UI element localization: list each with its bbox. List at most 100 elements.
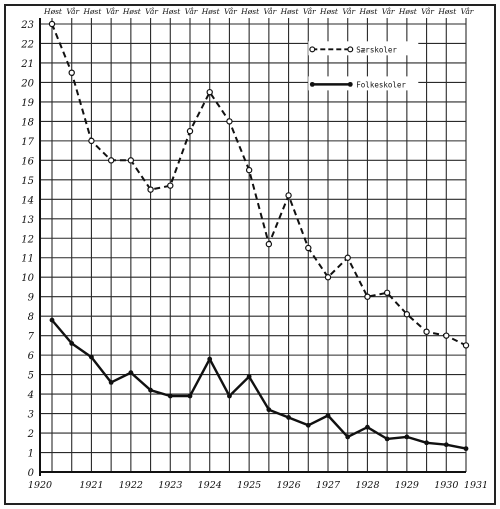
top-season-label: Vår bbox=[185, 7, 198, 16]
top-season-label: Høst bbox=[201, 7, 221, 16]
x-year-label: 1930 bbox=[434, 480, 458, 491]
data-point-saerskoler bbox=[305, 244, 312, 252]
y-tick-label: 16 bbox=[21, 156, 34, 167]
legend: Særskoler Folkeskoler bbox=[308, 41, 419, 91]
y-tick-label: 18 bbox=[21, 117, 34, 128]
y-tick-label: 14 bbox=[21, 195, 34, 206]
legend-bg bbox=[308, 41, 419, 56]
outer-border bbox=[4, 4, 496, 505]
y-tick-label: 9 bbox=[28, 293, 35, 304]
y-tick-label: 13 bbox=[21, 215, 34, 226]
data-point-saerskoler bbox=[127, 157, 135, 164]
data-point-saerskoler bbox=[167, 182, 174, 189]
y-tick-label: 17 bbox=[21, 137, 34, 148]
axes bbox=[39, 18, 466, 476]
y-tick-label: 15 bbox=[21, 176, 34, 187]
y-tick-label: 0 bbox=[28, 468, 35, 479]
top-season-label: Vår bbox=[421, 7, 434, 16]
y-tick-label: 3 bbox=[28, 410, 34, 421]
data-point-saerskoler bbox=[344, 254, 351, 261]
data-point-saerskoler bbox=[423, 328, 430, 335]
x-year-label: 1925 bbox=[237, 480, 261, 491]
legend-marker bbox=[347, 46, 354, 53]
y-tick-label: 8 bbox=[28, 312, 34, 323]
data-point-folkeskoler bbox=[49, 317, 55, 323]
x-year-label: 1923 bbox=[158, 480, 182, 491]
x-year-label: 1931 bbox=[464, 480, 488, 491]
data-point-folkeskoler bbox=[286, 415, 291, 420]
top-season-label: Høst bbox=[122, 7, 142, 16]
data-point-folkeskoler bbox=[187, 393, 193, 399]
y-tick-label: 4 bbox=[27, 390, 34, 401]
data-point-saerskoler bbox=[107, 157, 115, 164]
data-point-folkeskoler bbox=[463, 446, 469, 452]
data-point-saerskoler bbox=[206, 88, 213, 96]
data-point-saerskoler bbox=[265, 240, 273, 248]
data-point-folkeskoler bbox=[305, 422, 311, 428]
data-point-folkeskoler bbox=[384, 436, 390, 442]
top-season-label: Høst bbox=[437, 7, 457, 16]
y-tick-label: 7 bbox=[28, 332, 35, 343]
top-season-label: Vår bbox=[145, 7, 158, 16]
top-season-label: Vår bbox=[342, 7, 355, 16]
top-season-label: Høst bbox=[398, 7, 418, 16]
legend-marker bbox=[309, 81, 315, 87]
labels: 01234567891011121314151617181920212223Hø… bbox=[20, 7, 488, 491]
top-season-label: Høst bbox=[280, 7, 300, 16]
series-layer bbox=[48, 20, 470, 452]
x-year-label: 1929 bbox=[395, 480, 419, 491]
y-tick-label: 10 bbox=[21, 273, 34, 284]
data-point-folkeskoler bbox=[404, 434, 410, 440]
top-season-label: Høst bbox=[43, 7, 63, 16]
data-point-saerskoler bbox=[48, 20, 56, 28]
x-year-label: 1921 bbox=[79, 480, 103, 491]
y-tick-label: 5 bbox=[28, 371, 34, 382]
top-season-label: Vår bbox=[263, 7, 276, 16]
legend-bg bbox=[308, 76, 419, 91]
legend-label: Folkeskoler bbox=[356, 80, 406, 89]
x-year-label: 1927 bbox=[316, 480, 341, 491]
legend-marker bbox=[309, 46, 316, 53]
data-point-saerskoler bbox=[186, 127, 194, 135]
top-season-label: Høst bbox=[82, 7, 102, 16]
x-year-label: 1922 bbox=[119, 480, 143, 491]
y-tick-label: 1 bbox=[28, 449, 34, 460]
y-tick-label: 23 bbox=[20, 20, 34, 31]
x-year-label: 1920 bbox=[28, 480, 52, 491]
top-season-label: Høst bbox=[161, 7, 181, 16]
data-point-folkeskoler bbox=[128, 370, 134, 376]
x-year-label: 1924 bbox=[198, 480, 222, 491]
x-year-label: 1926 bbox=[276, 480, 300, 491]
top-season-label: Vår bbox=[66, 7, 79, 16]
data-point-saerskoler bbox=[383, 289, 391, 296]
top-season-label: Høst bbox=[319, 7, 339, 16]
y-tick-label: 21 bbox=[20, 59, 34, 70]
data-point-folkeskoler bbox=[325, 413, 331, 418]
top-season-label: Vår bbox=[224, 7, 237, 16]
data-point-saerskoler bbox=[443, 332, 450, 339]
top-season-label: Høst bbox=[240, 7, 260, 16]
top-season-label: Vår bbox=[303, 7, 316, 16]
data-point-folkeskoler bbox=[89, 354, 94, 360]
series-line-saerskoler bbox=[51, 23, 467, 347]
data-point-folkeskoler bbox=[69, 341, 75, 346]
data-point-folkeskoler bbox=[246, 374, 252, 379]
data-point-saerskoler bbox=[88, 137, 95, 145]
data-point-saerskoler bbox=[245, 166, 253, 174]
data-point-folkeskoler bbox=[167, 393, 173, 399]
data-point-folkeskoler bbox=[443, 442, 449, 448]
data-point-saerskoler bbox=[403, 311, 411, 318]
data-point-saerskoler bbox=[462, 342, 470, 349]
data-point-saerskoler bbox=[147, 186, 154, 193]
legend-label: Særskoler bbox=[356, 45, 397, 54]
data-point-folkeskoler bbox=[345, 434, 351, 440]
data-point-saerskoler bbox=[285, 192, 292, 199]
x-year-label: 1928 bbox=[355, 480, 379, 491]
data-point-saerskoler bbox=[324, 274, 332, 281]
top-season-label: Høst bbox=[358, 7, 378, 16]
data-point-folkeskoler bbox=[108, 380, 114, 385]
y-tick-label: 12 bbox=[21, 234, 34, 245]
legend-marker bbox=[347, 81, 353, 87]
